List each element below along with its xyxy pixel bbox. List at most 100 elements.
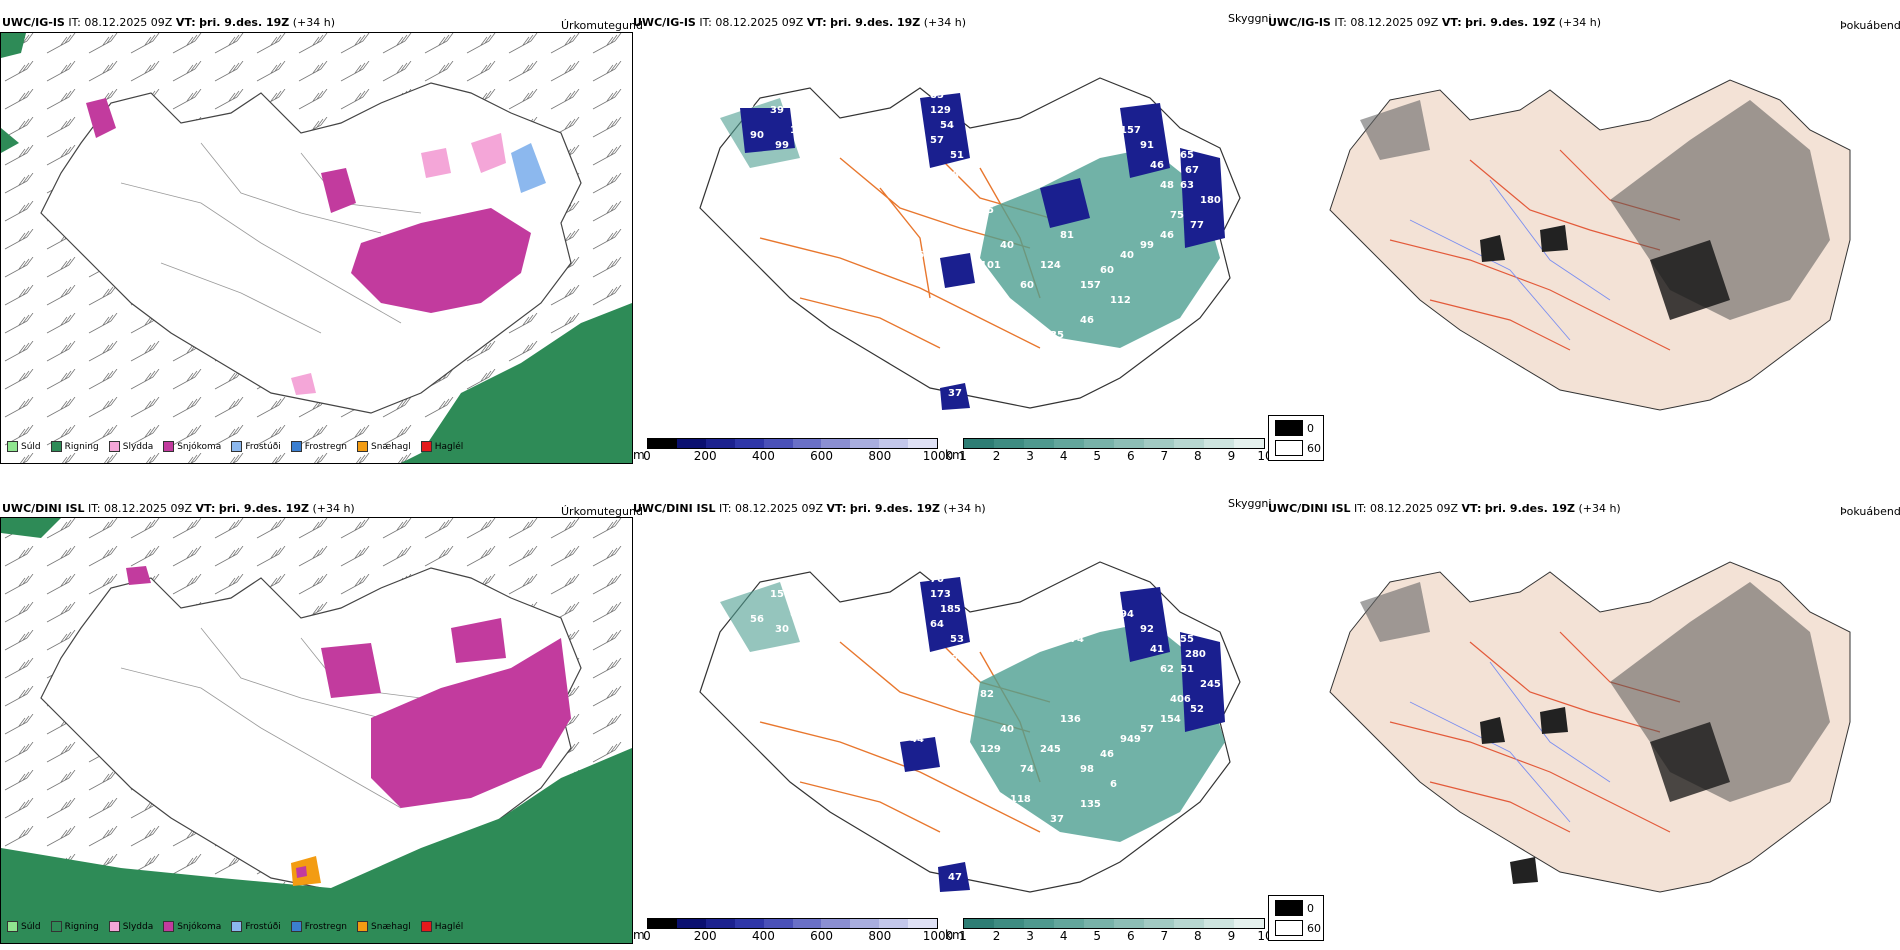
- scale-swatch: [994, 439, 1024, 448]
- scale-swatch: [1174, 919, 1204, 928]
- scale-swatch: [1084, 439, 1114, 448]
- scale-swatch: [1114, 919, 1144, 928]
- scale-swatch: [1054, 439, 1084, 448]
- visibility-value-label: 57: [945, 654, 959, 665]
- visibility-scale: km 1 2 3 4 5 6 7 8 9 10: [945, 918, 1273, 943]
- precip-title: Úrkomutegund: [561, 505, 643, 518]
- visibility-value-label: 6: [1110, 779, 1117, 790]
- scale-swatch: [763, 919, 793, 928]
- visibility-value-label: 157: [1120, 125, 1141, 136]
- scale-tick: 8: [1194, 929, 1202, 943]
- legend-item: Snæhagl: [357, 441, 411, 452]
- scale-swatch: [648, 919, 677, 928]
- visibility-value-label: 46: [1060, 105, 1074, 116]
- visibility-value-label: 56: [750, 614, 764, 625]
- scale-tick: 6: [1126, 449, 1135, 463]
- snow-area: [351, 208, 531, 313]
- scale-swatch: [908, 439, 938, 448]
- visibility-value-label: 406: [1170, 694, 1191, 705]
- visibility-value-label: 44: [910, 734, 924, 745]
- precip-map: [1, 518, 632, 943]
- visibility-value-label: 46: [1160, 230, 1174, 241]
- scale-tick: 3: [1026, 929, 1034, 943]
- scale-tick: 800: [868, 449, 892, 463]
- visibility-value-label: 65: [960, 674, 974, 685]
- visibility-value-label: 94: [1045, 140, 1059, 151]
- visibility-value-label: 245: [1200, 679, 1221, 690]
- visibility-value-label: 26: [910, 250, 924, 261]
- visibility-value-label: 46: [1150, 160, 1164, 171]
- visibility-value-label: 56: [740, 100, 754, 111]
- scale-tick: 400: [751, 929, 775, 943]
- scale-swatch: [763, 439, 793, 448]
- scale-swatch: [705, 919, 735, 928]
- scale-tick: 400: [751, 449, 775, 463]
- visibility-value-label: 280: [1185, 649, 1206, 660]
- scale-swatch: [705, 439, 735, 448]
- visibility-map: 67 15605630701731856453576582125817163749…: [699, 561, 1241, 893]
- visibility-value-label: 77: [1190, 220, 1204, 231]
- visibility-value-label: 91: [1140, 140, 1154, 151]
- precip-legend: Súld Rigning Slydda Snjókoma Frostúði Fr…: [7, 441, 463, 452]
- visibility-value-label: 71: [1050, 609, 1064, 620]
- visibility-value-label: 173: [930, 589, 951, 600]
- visibility-value-label: 37: [1050, 814, 1064, 825]
- visibility-value-label: 180: [1200, 195, 1221, 206]
- scale-swatch: [1084, 919, 1114, 928]
- scale-tick: 0: [643, 449, 651, 463]
- scale-tick: 2: [992, 929, 1001, 943]
- scale-swatch: [648, 439, 677, 448]
- visibility-value-label: 57: [1140, 724, 1154, 735]
- visibility-value-label: 65: [1180, 150, 1194, 161]
- visibility-value-label: 112: [1110, 295, 1131, 306]
- row1-fog-header: UWC/IG-IS IT: 08.12.2025 09Z VT: þri. 9.…: [1268, 16, 1602, 29]
- scale-tick: 1000: [922, 929, 954, 943]
- scale-swatch: [792, 439, 822, 448]
- legend-item: Frostúði: [231, 441, 281, 452]
- visibility-value-label: 99: [1140, 240, 1154, 251]
- visibility-value-label: 52: [1190, 704, 1204, 715]
- visibility-value-label: 51: [1180, 664, 1194, 675]
- row2-vis-header: UWC/DINI ISL IT: 08.12.2025 09Z VT: þri.…: [633, 502, 986, 515]
- scale-swatch: [964, 439, 994, 448]
- scale-tick: 7: [1160, 449, 1169, 463]
- visibility-value-label: 43: [1050, 125, 1064, 136]
- rain-area: [401, 303, 632, 463]
- visibility-value-label: 90: [750, 130, 764, 141]
- scale-swatch: [1234, 439, 1264, 448]
- visibility-value-label: 62: [1160, 664, 1174, 675]
- scale-swatch: [821, 439, 851, 448]
- scale-swatch: [879, 919, 909, 928]
- scale-swatch: [1144, 439, 1174, 448]
- legend-item: Slydda: [108, 921, 153, 932]
- visibility-value-label: 245: [1040, 744, 1061, 755]
- visibility-value-label: 98: [1080, 764, 1094, 775]
- scale-swatch: [1234, 919, 1264, 928]
- scale-swatch: [1024, 439, 1054, 448]
- visibility-value-label: 39: [770, 105, 784, 116]
- visibility-value-label: 65: [980, 205, 994, 216]
- visibility-value-label: 67: [1185, 165, 1199, 176]
- fog-map: [1329, 79, 1851, 411]
- scale-swatch: [1024, 919, 1054, 928]
- scale-swatch: [964, 919, 994, 928]
- legend-item: Frostregn: [290, 441, 347, 452]
- visibility-value-label: 30: [775, 624, 789, 635]
- legend-item: Rigning: [50, 441, 99, 452]
- visibility-value-label: 185: [940, 604, 961, 615]
- visibility-value-label: 74: [1070, 634, 1084, 645]
- scale-swatch: [1144, 919, 1174, 928]
- scale-tick: 1: [959, 449, 967, 463]
- scale-tick: 800: [868, 929, 892, 943]
- visibility-value-label: 102: [790, 125, 811, 136]
- visibility-value-label: 62: [960, 190, 974, 201]
- visibility-value-label: 53: [950, 634, 964, 645]
- row2-precip-panel: Súld Rigning Slydda Snjókoma Frostúði Fr…: [0, 517, 633, 944]
- row1-precip-panel: Súld Rigning Slydda Snjókoma Frostúði Fr…: [0, 32, 633, 464]
- visibility-value-label: 118: [1010, 794, 1031, 805]
- visibility-value-label: 85: [930, 90, 944, 101]
- scale-tick: 1000: [922, 449, 954, 463]
- scale-tick: 4: [1059, 929, 1068, 943]
- scale-swatch: [1204, 439, 1234, 448]
- visibility-value-label: 37: [948, 388, 962, 399]
